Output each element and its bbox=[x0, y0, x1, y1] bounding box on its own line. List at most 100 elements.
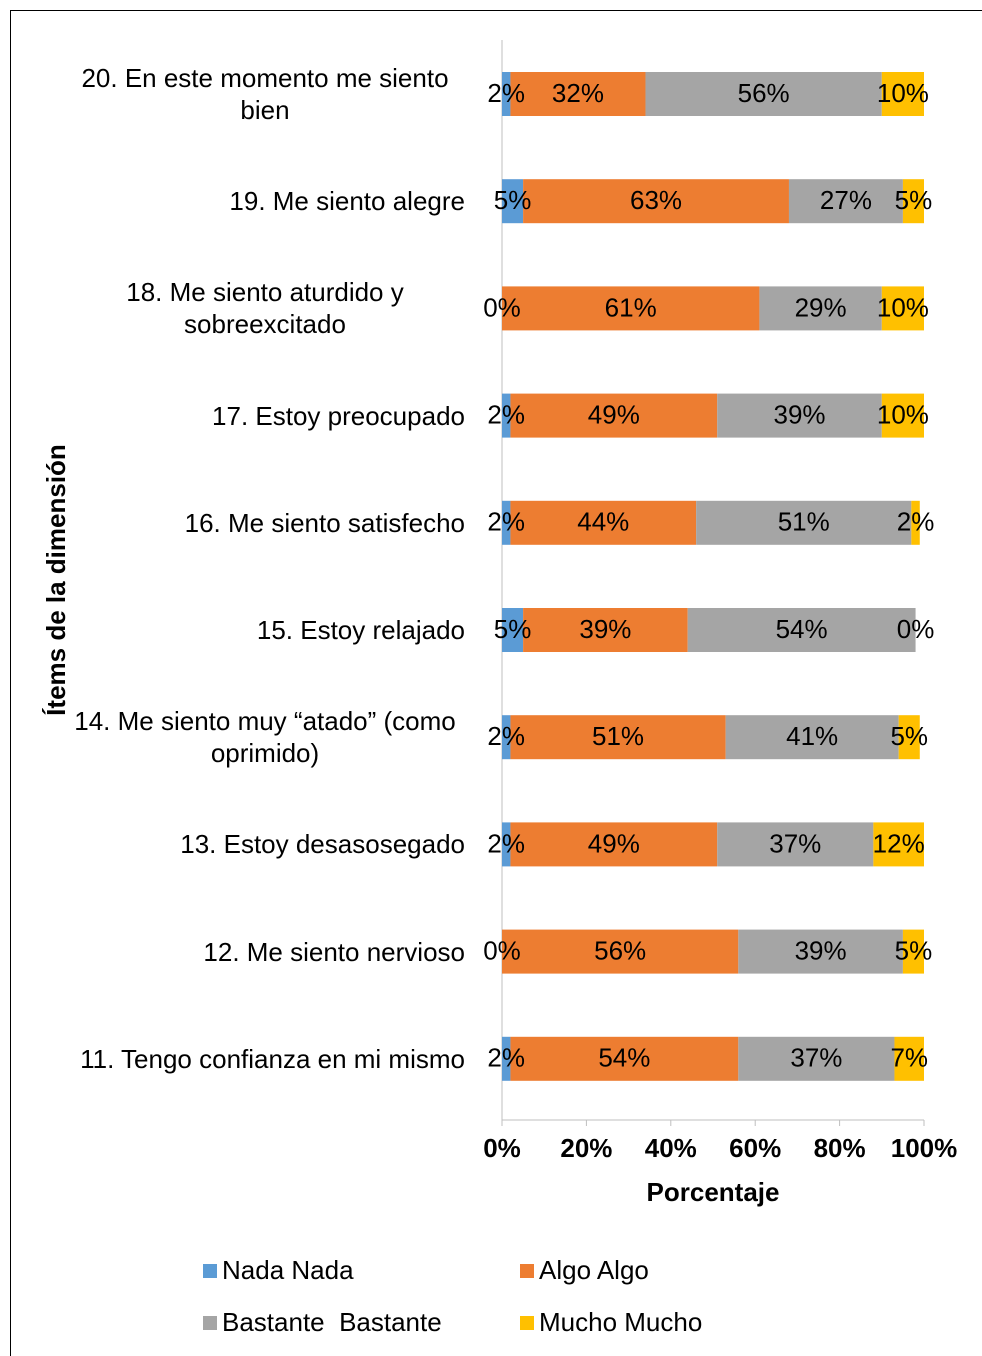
y-axis-title: Ítems de la dimensión bbox=[41, 444, 71, 716]
category-text: 16. Me siento satisfecho bbox=[184, 507, 465, 538]
data-label: 41% bbox=[786, 721, 838, 751]
x-tick-label: 20% bbox=[560, 1133, 612, 1163]
bar-segment bbox=[645, 72, 882, 116]
data-label: 37% bbox=[790, 1043, 842, 1073]
x-tick-label: 80% bbox=[814, 1133, 866, 1163]
bar-segment bbox=[502, 715, 511, 760]
data-label: 5% bbox=[494, 614, 532, 644]
data-label: 0% bbox=[897, 614, 935, 644]
x-tick-label: 0% bbox=[483, 1133, 521, 1163]
bar-segment bbox=[687, 608, 916, 652]
data-label: 2% bbox=[487, 1043, 525, 1073]
category-text: 12. Me siento nervioso bbox=[203, 936, 465, 967]
data-label: 39% bbox=[795, 935, 847, 965]
x-tick-label: 100% bbox=[891, 1133, 958, 1163]
data-label: 12% bbox=[873, 828, 925, 858]
category-text: 14. Me siento muy “atado” (como oprimido… bbox=[74, 706, 456, 769]
legend-swatch bbox=[520, 1264, 534, 1278]
bar-segment bbox=[898, 715, 920, 760]
data-label: 61% bbox=[605, 292, 657, 322]
x-axis-title: Porcentaje bbox=[647, 1177, 780, 1207]
bar-segment bbox=[881, 286, 924, 331]
y-tick-label: 14. Me siento muy “atado” (como oprimido… bbox=[65, 687, 465, 787]
data-label: 2% bbox=[487, 721, 525, 751]
legend-swatch bbox=[203, 1316, 217, 1330]
bar-segment bbox=[510, 72, 646, 116]
data-label: 5% bbox=[895, 935, 933, 965]
y-tick-label: 12. Me siento nervioso bbox=[65, 902, 465, 1002]
bar-segment bbox=[502, 179, 524, 224]
bar-segment bbox=[502, 72, 511, 116]
category-text: 20. En este momento me siento bien bbox=[81, 63, 449, 125]
bar-segment bbox=[510, 393, 718, 438]
bar-segment bbox=[759, 286, 882, 331]
bar-segment bbox=[788, 179, 903, 224]
data-label: 0% bbox=[483, 935, 521, 965]
bar-segment bbox=[902, 929, 924, 974]
x-tick-label: 60% bbox=[729, 1133, 781, 1163]
data-label: 63% bbox=[630, 185, 682, 215]
data-label: 10% bbox=[877, 78, 929, 108]
y-tick-label: 16. Me siento satisfecho bbox=[65, 473, 465, 573]
bar-segment bbox=[523, 179, 789, 224]
data-label: 2% bbox=[487, 507, 525, 537]
bar-segment bbox=[502, 393, 511, 438]
data-label: 5% bbox=[895, 185, 933, 215]
data-label: 51% bbox=[592, 721, 644, 751]
bar-segment bbox=[881, 72, 924, 116]
bar-segment bbox=[510, 500, 697, 545]
bar-segment bbox=[502, 286, 760, 331]
data-label: 32% bbox=[552, 78, 604, 108]
legend-swatch bbox=[520, 1316, 534, 1330]
bar-segment bbox=[696, 500, 912, 545]
data-label: 2% bbox=[487, 828, 525, 858]
bar-segment bbox=[502, 822, 511, 867]
bar-segment bbox=[738, 1036, 895, 1081]
bar-segment bbox=[902, 179, 924, 224]
category-text: 19. Me siento alegre bbox=[229, 186, 465, 217]
data-label: 7% bbox=[890, 1043, 928, 1073]
data-label: 10% bbox=[877, 399, 929, 429]
y-tick-label: 18. Me siento aturdido y sobreexcitado bbox=[65, 258, 465, 358]
bar-segment bbox=[738, 929, 903, 974]
legend-swatch bbox=[203, 1264, 217, 1278]
y-tick-label: 19. Me siento alegre bbox=[65, 151, 465, 251]
legend-label: Algo Algo bbox=[539, 1255, 649, 1285]
data-label: 5% bbox=[494, 185, 532, 215]
y-tick-label: 20. En este momento me siento bien bbox=[65, 44, 465, 144]
bar-segment bbox=[717, 822, 874, 867]
data-label: 27% bbox=[820, 185, 872, 215]
y-tick-label: 15. Estoy relajado bbox=[65, 580, 465, 680]
data-label: 2% bbox=[487, 78, 525, 108]
bar-segment bbox=[911, 500, 920, 545]
data-label: 2% bbox=[487, 399, 525, 429]
bar-segment bbox=[873, 822, 924, 867]
data-label: 54% bbox=[776, 614, 828, 644]
legend-label: Nada Nada bbox=[222, 1255, 354, 1285]
data-label: 56% bbox=[738, 78, 790, 108]
y-tick-label: 11. Tengo confianza en mi mismo bbox=[65, 1009, 465, 1109]
data-label: 39% bbox=[773, 399, 825, 429]
bar-segment bbox=[502, 500, 511, 545]
y-tick-label: 17. Estoy preocupado bbox=[65, 366, 465, 466]
bar-segment bbox=[717, 393, 882, 438]
data-label: 0% bbox=[483, 292, 521, 322]
category-text: 17. Estoy preocupado bbox=[212, 400, 465, 431]
data-label: 49% bbox=[588, 828, 640, 858]
data-label: 37% bbox=[769, 828, 821, 858]
data-label: 54% bbox=[598, 1043, 650, 1073]
bar-segment bbox=[894, 1036, 924, 1081]
data-label: 10% bbox=[877, 292, 929, 322]
x-tick-label: 40% bbox=[645, 1133, 697, 1163]
legend-label: Bastante Bastante bbox=[222, 1307, 442, 1337]
data-label: 49% bbox=[588, 399, 640, 429]
data-label: 5% bbox=[890, 721, 928, 751]
legend-label: Mucho Mucho bbox=[539, 1307, 702, 1337]
data-label: 56% bbox=[594, 935, 646, 965]
data-label: 44% bbox=[577, 507, 629, 537]
y-tick-label: 13. Estoy desasosegado bbox=[65, 794, 465, 894]
category-text: 15. Estoy relajado bbox=[256, 615, 465, 645]
data-label: 29% bbox=[795, 292, 847, 322]
bar-segment bbox=[502, 1036, 511, 1081]
